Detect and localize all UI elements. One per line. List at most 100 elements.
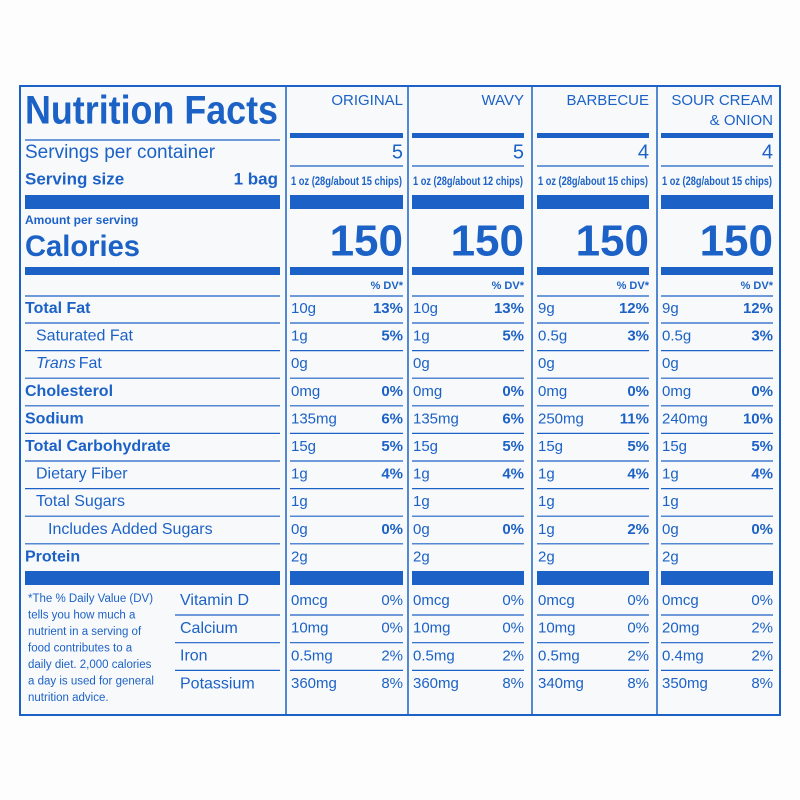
- servings-value: 5: [513, 141, 524, 163]
- vitamin-dv: 0%: [751, 592, 773, 609]
- bar: [537, 571, 649, 585]
- nutrient-dv: 0%: [627, 383, 649, 400]
- nutrient-amount: 0mg: [413, 383, 442, 400]
- serving-size-value: 1 oz (28g/about 15 chips): [291, 174, 402, 188]
- nutrient-dv: 12%: [743, 300, 773, 317]
- calories-value: 150: [700, 217, 773, 266]
- vitamin-amount: 10mg: [291, 620, 329, 637]
- nutrient-dv: 4%: [627, 466, 649, 483]
- nutrient-label: Total Carbohydrate: [25, 438, 171, 455]
- footnote-line: *The % Daily Value (DV): [28, 593, 153, 605]
- nutrient-label: Dietary Fiber: [36, 466, 128, 483]
- bar: [290, 571, 403, 585]
- calories-value: 150: [451, 217, 524, 266]
- nutrient-label: Includes Added Sugars: [48, 521, 213, 538]
- nutrient-amount: 15g: [538, 438, 563, 455]
- vitamin-label: Potassium: [180, 675, 255, 692]
- product-name: BARBECUE: [566, 92, 649, 109]
- vitamin-amount: 360mg: [291, 675, 337, 692]
- nutrient-dv: 13%: [494, 300, 524, 317]
- footnote-line: nutrition advice.: [28, 692, 109, 704]
- label-border: [19, 85, 781, 716]
- dv-header: % DV*: [617, 280, 650, 292]
- nutrient-amount: 0g: [662, 521, 679, 538]
- bar: [537, 267, 649, 275]
- nutrient-dv: 5%: [502, 328, 524, 345]
- nutrient-amount: 15g: [662, 438, 687, 455]
- nutrient-amount: 0g: [413, 521, 430, 538]
- calories-label: Calories: [25, 230, 140, 263]
- vitamin-amount: 10mg: [413, 620, 451, 637]
- bar: [290, 133, 403, 138]
- nutrient-label: Saturated Fat: [36, 328, 134, 345]
- nutrient-amount: 1g: [662, 493, 679, 510]
- nutrient-amount: 15g: [413, 438, 438, 455]
- nutrient-label: Sodium: [25, 411, 84, 428]
- nutrient-dv: 5%: [381, 328, 403, 345]
- nutrient-dv: 6%: [502, 410, 524, 427]
- nutrient-amount: 0mg: [538, 383, 567, 400]
- vitamin-amount: 0.4mg: [662, 647, 704, 664]
- nutrient-dv: 0%: [381, 521, 403, 538]
- nutrient-amount: 2g: [662, 548, 679, 565]
- vitamin-label: Iron: [180, 648, 208, 665]
- nutrient-amount: 10g: [413, 300, 438, 317]
- nutrient-amount: 0g: [413, 355, 430, 372]
- nutrient-amount: 0g: [662, 355, 679, 372]
- nutrient-amount: 1g: [538, 493, 555, 510]
- nutrient-amount: 0g: [538, 355, 555, 372]
- nutrient-label: Total Fat: [25, 300, 91, 317]
- servings-value: 4: [638, 141, 649, 163]
- nutrient-label-text: Cholesterol: [25, 383, 113, 400]
- nutrient-dv: 2%: [627, 521, 649, 538]
- nutrient-amount: 0g: [291, 521, 308, 538]
- vitamin-dv: 2%: [751, 647, 773, 664]
- footnote-line: food contributes to a: [28, 643, 133, 655]
- nutrient-label-text: Dietary Fiber: [36, 466, 128, 483]
- nutrient-label: Trans Fat: [36, 355, 102, 372]
- servings-value: 5: [392, 141, 403, 163]
- nutrient-amount: 0g: [291, 355, 308, 372]
- nutrient-label-text: Total Fat: [25, 300, 91, 317]
- nutrient-dv: 3%: [751, 328, 773, 345]
- serving-size-value: 1 oz (28g/about 12 chips): [413, 174, 523, 188]
- dv-header: % DV*: [371, 280, 404, 292]
- nutrient-label-text: Total Sugars: [36, 493, 125, 510]
- nutrient-label-text: Sodium: [25, 411, 84, 428]
- bar: [661, 571, 773, 585]
- vitamin-amount: 0.5mg: [413, 647, 455, 664]
- vitamin-amount: 20mg: [662, 620, 700, 637]
- vitamin-amount: 340mg: [538, 675, 584, 692]
- nutrient-amount: 2g: [291, 548, 308, 565]
- vitamin-dv: 0%: [627, 620, 649, 637]
- bar: [412, 133, 524, 138]
- nutrient-amount: 1g: [291, 328, 308, 345]
- vitamin-dv: 0%: [381, 592, 403, 609]
- vitamin-dv: 8%: [627, 675, 649, 692]
- product-name: ORIGINAL: [331, 92, 403, 109]
- vitamin-amount: 0mcg: [413, 592, 450, 609]
- vitamin-dv: 0%: [502, 620, 524, 637]
- nutrient-label: Protein: [25, 549, 80, 566]
- nutrient-amount: 2g: [413, 548, 430, 565]
- nutrient-label-italic: Trans: [36, 355, 76, 372]
- nutrient-dv: 5%: [751, 438, 773, 455]
- nutrient-label: Total Sugars: [36, 493, 125, 510]
- bar: [661, 133, 773, 138]
- vitamin-amount: 0.5mg: [291, 647, 333, 664]
- dv-header: % DV*: [492, 280, 525, 292]
- vitamin-amount: 0mcg: [538, 592, 575, 609]
- bar: [290, 267, 403, 275]
- nutrient-amount: 9g: [538, 300, 555, 317]
- nutrient-amount: 0.5g: [662, 328, 691, 345]
- amount-per-serving: Amount per serving: [25, 213, 138, 227]
- footnote-line: a day is used for general: [28, 676, 154, 688]
- vitamin-dv: 0%: [381, 620, 403, 637]
- nutrient-dv: 0%: [751, 521, 773, 538]
- vitamin-dv: 2%: [751, 620, 773, 637]
- dv-header: % DV*: [741, 280, 774, 292]
- product-name: & ONION: [710, 112, 773, 129]
- servings-value: 4: [762, 141, 773, 163]
